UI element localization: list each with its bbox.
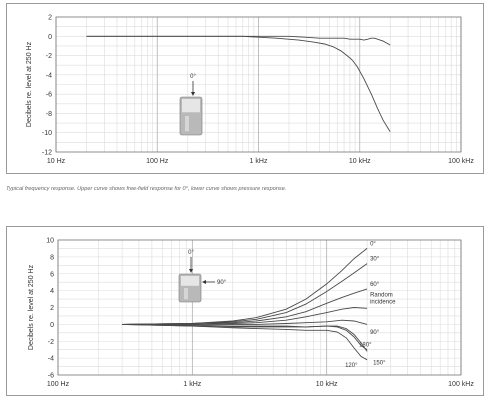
x-tick-label: 1 kHz bbox=[183, 381, 201, 388]
y-tick-label: 8 bbox=[50, 254, 54, 261]
series-label: 120° bbox=[345, 363, 358, 369]
series-line bbox=[86, 35, 391, 133]
series-label: 30° bbox=[370, 257, 380, 263]
y-tick-label: -8 bbox=[46, 111, 52, 118]
y-tick-label: -6 bbox=[46, 92, 52, 99]
chart-1-frame bbox=[6, 3, 484, 174]
series-line bbox=[86, 35, 391, 46]
series-label: 60° bbox=[370, 282, 380, 288]
incidence-label: 0° bbox=[190, 74, 196, 80]
series-label: 0° bbox=[370, 241, 376, 247]
incidence-label: 90° bbox=[217, 280, 227, 286]
microphone-shine bbox=[185, 116, 189, 132]
x-tick-label: 10 Hz bbox=[47, 158, 66, 165]
y-tick-label: -12 bbox=[42, 150, 52, 157]
x-tick-label: 10 kHz bbox=[316, 381, 338, 388]
series-label-line1: Random bbox=[370, 292, 393, 298]
y-tick-label: 2 bbox=[48, 15, 52, 22]
series-label: 180° bbox=[359, 343, 372, 349]
series-line bbox=[122, 319, 368, 325]
y-tick-label: 0 bbox=[50, 322, 54, 329]
x-tick-label: 100 Hz bbox=[47, 381, 70, 388]
y-tick-label: 4 bbox=[50, 288, 54, 295]
x-tick-label: 10 kHz bbox=[349, 158, 371, 165]
x-tick-label: 100 Hz bbox=[146, 158, 169, 165]
y-tick-label: -4 bbox=[46, 72, 52, 79]
y-tick-label: 0 bbox=[48, 34, 52, 41]
arrow-head bbox=[191, 92, 195, 96]
plot-area bbox=[57, 239, 462, 376]
x-tick-label: 100 kHz bbox=[448, 158, 474, 165]
microphone-icon bbox=[179, 96, 203, 136]
chart-caption: Typical frequency response. Upper curve … bbox=[6, 186, 287, 192]
y-tick-label: -4 bbox=[48, 356, 54, 363]
series-line bbox=[122, 323, 368, 352]
y-tick-label: -10 bbox=[42, 130, 52, 137]
x-tick-label: 100 kHz bbox=[448, 381, 474, 388]
y-tick-label: 10 bbox=[46, 238, 54, 245]
series-line bbox=[122, 323, 368, 361]
series-label: 90° bbox=[370, 330, 380, 336]
microphone-highlight bbox=[182, 99, 200, 113]
series-line bbox=[122, 248, 368, 325]
arrow-head bbox=[202, 280, 206, 284]
chart-2-frame bbox=[6, 226, 484, 396]
series-label: 150° bbox=[373, 360, 386, 366]
series-label-line2: incidence bbox=[370, 299, 396, 305]
series-line bbox=[122, 288, 368, 325]
plot-area bbox=[55, 16, 462, 153]
arrow-head bbox=[189, 269, 193, 273]
series-line bbox=[122, 263, 368, 325]
microphone-shine bbox=[184, 288, 188, 300]
y-tick-label: 2 bbox=[50, 305, 54, 312]
y-tick-label: 6 bbox=[50, 271, 54, 278]
y-tick-label: -6 bbox=[48, 373, 54, 380]
microphone-icon bbox=[178, 273, 202, 303]
y-axis-label: Decibels re. level at 250 Hz bbox=[26, 41, 33, 127]
y-tick-label: -2 bbox=[48, 339, 54, 346]
x-tick-label: 1 kHz bbox=[250, 158, 268, 165]
y-tick-label: -2 bbox=[46, 53, 52, 60]
microphone-highlight bbox=[181, 276, 199, 286]
incidence-label: 0° bbox=[188, 250, 194, 256]
y-axis-label: Decibels re. level at 250 Hz bbox=[28, 264, 35, 350]
